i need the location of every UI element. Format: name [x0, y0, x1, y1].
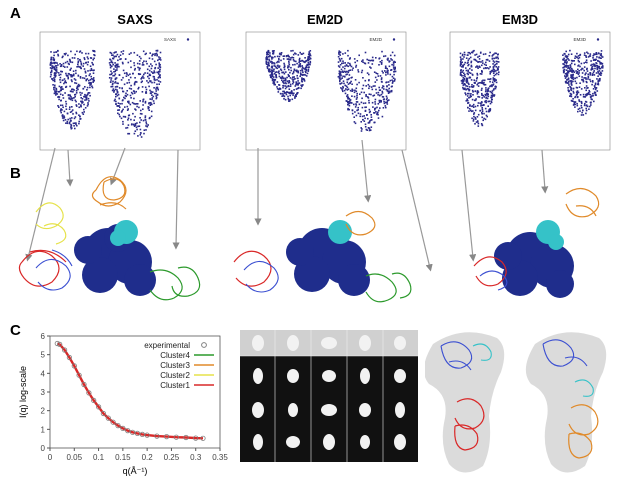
legend-label: Cluster2: [160, 371, 190, 380]
experimental-point: [76, 372, 82, 378]
experimental-point: [110, 419, 116, 425]
x-tick-label: 0.15: [115, 453, 131, 462]
scatter-legend-label: EM2D: [369, 37, 382, 42]
x-tick-label: 0.1: [93, 453, 105, 462]
scatter-points: [459, 49, 604, 127]
x-tick-label: 0.05: [66, 453, 82, 462]
experimental-point: [71, 363, 77, 369]
em3d-density-map-fits: [425, 332, 607, 473]
legend-marker: [201, 342, 207, 348]
experimental-point: [183, 434, 189, 441]
y-axis-label: I(q) log-scale: [18, 366, 28, 418]
column-title-em3d: EM3D: [501, 12, 539, 27]
x-tick-label: 0.3: [190, 453, 202, 462]
experimental-point: [134, 430, 141, 437]
experimental-point: [100, 410, 107, 417]
legend-label: Cluster4: [160, 351, 190, 360]
experimental-point: [193, 435, 199, 441]
scatter-points: [49, 49, 162, 138]
scatter-legend-label: SAXS: [164, 37, 176, 42]
panel-label-c: C: [10, 322, 21, 339]
experimental-point: [91, 397, 97, 404]
experimental-point: [54, 340, 60, 347]
experimental-point: [144, 432, 150, 438]
experimental-point: [81, 381, 87, 388]
experimental-point: [115, 423, 121, 429]
experimental-point: [57, 341, 63, 347]
density-map-fit-1: [425, 332, 505, 473]
x-tick-label: 0.25: [164, 453, 180, 462]
x-axis-label: q(Å⁻¹): [123, 466, 148, 476]
y-tick-label: 3: [41, 388, 46, 397]
experimental-point: [164, 434, 170, 440]
experimental-point: [139, 431, 145, 438]
scatter-legend-marker: [392, 38, 396, 41]
cluster-fit-line: [56, 342, 204, 440]
scatter-frame: [245, 31, 407, 151]
experimental-point: [154, 433, 160, 439]
saxs-structure-model: [18, 176, 201, 301]
y-tick-label: 0: [41, 444, 46, 453]
legend-label: experimental: [144, 341, 190, 350]
cluster-arrows: [25, 139, 549, 272]
x-tick-label: 0.2: [142, 453, 154, 462]
panel-label-b: B: [10, 165, 21, 182]
scatter-legend-marker: [186, 38, 190, 41]
em2d-structure-model: [233, 210, 412, 303]
em3d-structure-model: [473, 187, 600, 298]
x-tick-label: 0: [48, 453, 53, 462]
y-tick-label: 1: [41, 425, 46, 434]
plot-frame: [49, 335, 221, 449]
x-tick-label: 0.35: [212, 453, 228, 462]
experimental-point: [86, 390, 92, 396]
scatter-frame: [39, 31, 201, 151]
em2d-score-scatter: EM2D: [245, 31, 407, 151]
experimental-point: [61, 347, 68, 353]
legend-label: Cluster3: [160, 361, 190, 370]
experimental-point: [105, 415, 111, 421]
scatter-legend-label: EM3D: [573, 37, 586, 42]
scatter-points: [265, 49, 397, 132]
saxs-score-scatter: SAXS: [39, 31, 201, 151]
y-tick-label: 4: [41, 369, 46, 378]
column-title-saxs: SAXS: [117, 12, 153, 27]
em3d-score-scatter: EM3D: [449, 31, 611, 151]
density-map-fit-2: [525, 332, 607, 473]
legend-label: Cluster1: [160, 381, 190, 390]
experimental-point: [200, 435, 206, 441]
experimental-point: [66, 354, 73, 361]
experimental-point: [120, 425, 126, 432]
experimental-point: [130, 429, 136, 435]
scatter-legend-marker: [596, 38, 600, 41]
panel-label-a: A: [10, 5, 21, 22]
y-tick-label: 2: [41, 407, 46, 416]
saxs-profile-chart: 0 0.05 0.1 0.15 0.2 0.25 0.3 0.35 0 1 2 3 4 5 6 q(Å⁻¹) I…: [18, 332, 228, 476]
experimental-point: [173, 434, 179, 440]
y-tick-label: 5: [41, 351, 46, 360]
scatter-frame: [449, 31, 611, 151]
em2d-class-averages-grid: [240, 330, 418, 462]
experimental-point: [96, 404, 102, 410]
experimental-point: [125, 428, 131, 434]
column-title-em2d: EM2D: [306, 12, 344, 27]
y-tick-label: 6: [41, 332, 46, 341]
